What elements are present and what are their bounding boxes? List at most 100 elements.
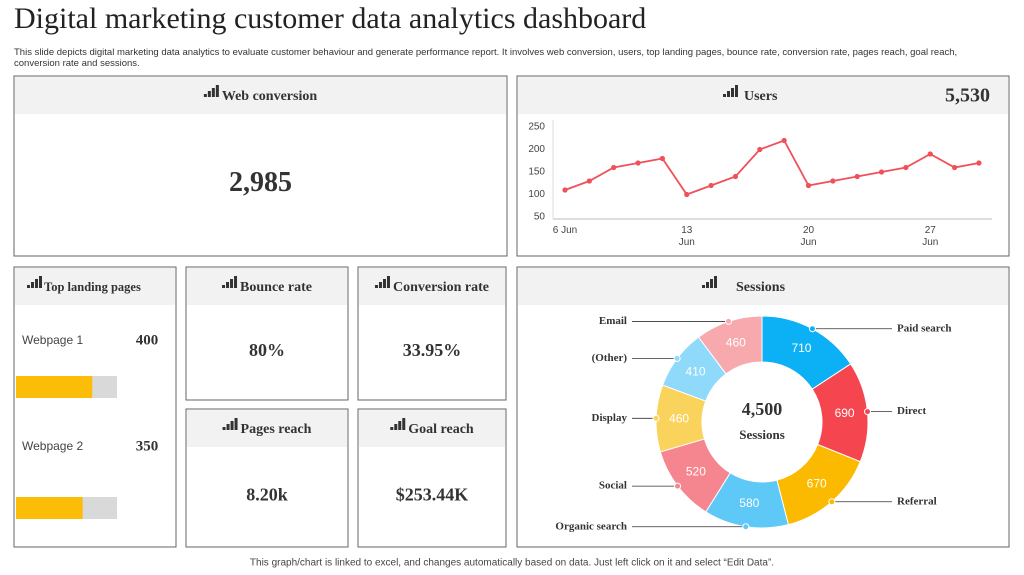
icon bbox=[226, 424, 230, 430]
icon bbox=[382, 279, 386, 288]
leader-dot bbox=[673, 355, 681, 363]
point bbox=[927, 151, 933, 157]
icon bbox=[230, 421, 234, 430]
point bbox=[830, 178, 836, 184]
icon bbox=[203, 94, 207, 97]
icon bbox=[222, 427, 226, 430]
leader-dot bbox=[808, 325, 816, 333]
icon bbox=[31, 282, 34, 288]
point bbox=[708, 182, 714, 189]
y-tick-label: 100 bbox=[528, 189, 545, 200]
legend-label: (Other) bbox=[592, 352, 628, 364]
icon bbox=[378, 282, 382, 288]
slice-label: 460 bbox=[726, 335, 746, 349]
center-label: Sessions bbox=[739, 427, 785, 442]
slice-label: 520 bbox=[686, 464, 706, 478]
users-total: 5,530 bbox=[945, 85, 990, 107]
icon bbox=[35, 279, 38, 288]
card-value: $253.44K bbox=[396, 485, 469, 505]
slice-label: 410 bbox=[686, 364, 706, 378]
icon bbox=[27, 285, 30, 288]
point bbox=[781, 137, 787, 144]
footer: This graph/chart is linked to excel, and… bbox=[250, 558, 774, 569]
point bbox=[635, 160, 641, 166]
bar bbox=[16, 376, 93, 398]
point bbox=[611, 164, 617, 171]
y-tick-label: 150 bbox=[528, 167, 545, 178]
legend-label: Direct bbox=[897, 405, 926, 417]
leader-dot bbox=[652, 414, 660, 422]
panel-title: Conversion rate bbox=[393, 280, 489, 295]
point bbox=[562, 187, 568, 193]
icon bbox=[234, 276, 238, 288]
point bbox=[659, 155, 666, 162]
slice-label: 670 bbox=[807, 477, 827, 491]
point bbox=[757, 146, 763, 153]
icon bbox=[207, 91, 211, 97]
icon bbox=[234, 418, 238, 430]
point bbox=[952, 164, 958, 171]
point bbox=[684, 191, 690, 198]
legend-label: Referral bbox=[897, 495, 937, 507]
slice bbox=[697, 315, 763, 375]
slice-label: 460 bbox=[669, 411, 689, 425]
icon bbox=[714, 276, 717, 288]
icon bbox=[215, 85, 219, 97]
x-tick-label: 27 Jun bbox=[922, 225, 938, 248]
page-value: 350 bbox=[136, 438, 159, 454]
icon bbox=[402, 418, 406, 430]
icon bbox=[390, 427, 394, 430]
icon bbox=[394, 424, 398, 430]
point bbox=[903, 164, 909, 171]
panel-header bbox=[359, 410, 505, 447]
y-tick-label: 200 bbox=[528, 144, 545, 155]
x-tick-label: 20 Jun bbox=[800, 225, 816, 248]
page-value: 400 bbox=[136, 332, 159, 348]
icon bbox=[374, 285, 378, 288]
legend-label: Organic search bbox=[555, 520, 627, 532]
point bbox=[732, 173, 739, 180]
slice-label: 580 bbox=[739, 496, 759, 510]
legend-label: Email bbox=[599, 315, 627, 327]
panel-title: Top landing pages bbox=[44, 280, 141, 294]
icon bbox=[211, 88, 215, 97]
panel-title: Bounce rate bbox=[240, 280, 312, 295]
page-name: Webpage 2 bbox=[22, 439, 83, 453]
icon bbox=[735, 85, 738, 97]
panel-title: Sessions bbox=[736, 280, 786, 295]
icon bbox=[39, 276, 42, 288]
leader-dot bbox=[725, 317, 733, 325]
x-tick-label: 13 Jun bbox=[679, 225, 695, 248]
card-value: 80% bbox=[249, 340, 285, 360]
page-subtitle: This slide depicts digital marketing dat… bbox=[14, 47, 958, 69]
point bbox=[805, 182, 812, 189]
leader-dot bbox=[742, 523, 750, 531]
point bbox=[878, 169, 885, 175]
leader-dot bbox=[828, 498, 836, 506]
panel-title: Web conversion bbox=[222, 89, 317, 104]
icon bbox=[723, 94, 726, 97]
panel-title: Users bbox=[744, 89, 778, 104]
card-value: 8.20k bbox=[246, 485, 288, 505]
legend-label: Paid search bbox=[897, 322, 952, 334]
page-name: Webpage 1 bbox=[22, 333, 83, 347]
icon bbox=[386, 276, 390, 288]
panel-header bbox=[518, 77, 1008, 114]
bar bbox=[16, 497, 83, 519]
point bbox=[854, 173, 860, 180]
center-value: 4,500 bbox=[742, 399, 783, 419]
slice-label: 710 bbox=[791, 341, 811, 355]
icon bbox=[230, 279, 234, 288]
card-value: 33.95% bbox=[403, 340, 462, 360]
x-tick-label: 6 Jun bbox=[553, 225, 577, 236]
panel-title: Goal reach bbox=[408, 422, 474, 437]
icon bbox=[226, 282, 230, 288]
panel-header bbox=[15, 77, 506, 114]
panel-header bbox=[187, 268, 347, 305]
icon bbox=[398, 421, 402, 430]
leader-dot bbox=[674, 482, 682, 490]
icon bbox=[222, 285, 226, 288]
point bbox=[586, 178, 592, 184]
